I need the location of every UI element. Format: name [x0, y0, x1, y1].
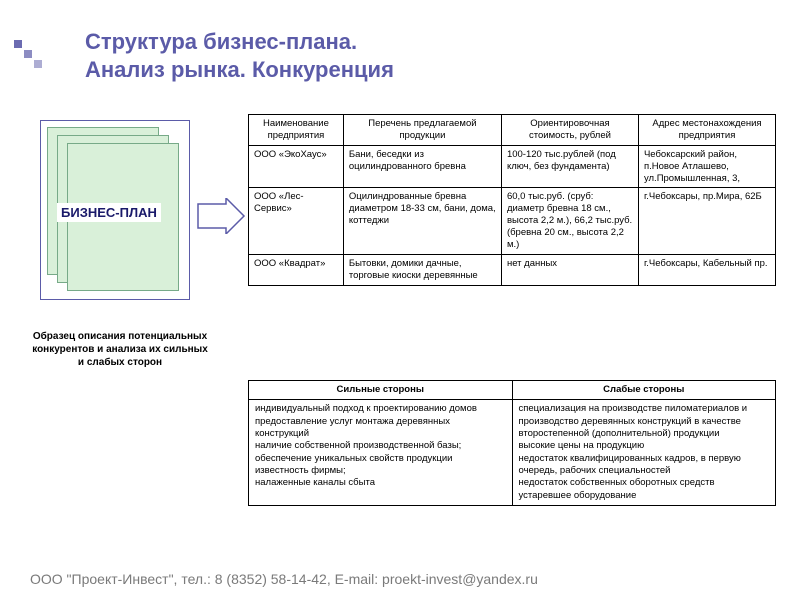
- strengths-cell: индивидуальный подход к проектированию д…: [249, 400, 513, 506]
- weaknesses-cell: специализация на производстве пиломатери…: [512, 400, 776, 506]
- competitors-table: Наименование предприятия Перечень предла…: [248, 114, 776, 286]
- cell: г.Чебоксары, Кабельный пр.: [638, 254, 775, 285]
- col-name: Наименование предприятия: [249, 115, 344, 146]
- document-stack: БИЗНЕС-ПЛАН: [40, 120, 190, 300]
- cell: ООО «ЭкоХаус»: [249, 145, 344, 188]
- cell: 100-120 тыс.рублей (под ключ, без фундам…: [501, 145, 638, 188]
- title-line1: Структура бизнес-плана.: [85, 29, 357, 54]
- left-caption: Образец описания потенциальных конкурент…: [30, 330, 210, 369]
- table-row: индивидуальный подход к проектированию д…: [249, 400, 776, 506]
- footer-contact: ООО "Проект-Инвест", тел.: 8 (8352) 58-1…: [30, 571, 770, 588]
- table-header-row: Наименование предприятия Перечень предла…: [249, 115, 776, 146]
- title-line2: Анализ рынка. Конкуренция: [85, 57, 394, 82]
- arrow-icon: [196, 198, 246, 234]
- col-products: Перечень предлагаемой продукции: [343, 115, 501, 146]
- business-plan-label: БИЗНЕС-ПЛАН: [57, 203, 161, 222]
- page-title: Структура бизнес-плана. Анализ рынка. Ко…: [85, 28, 394, 83]
- col-strengths: Сильные стороны: [249, 381, 513, 400]
- cell: ООО «Лес-Сервис»: [249, 188, 344, 254]
- cell: 60,0 тыс.руб. (сруб: диаметр бревна 18 с…: [501, 188, 638, 254]
- cell: ООО «Квадрат»: [249, 254, 344, 285]
- cell: Бани, беседки из оцилиндрованного бревна: [343, 145, 501, 188]
- cell: Бытовки, домики дачные, торговые киоски …: [343, 254, 501, 285]
- cell: г.Чебоксары, пр.Мира, 62Б: [638, 188, 775, 254]
- decor-square: [24, 50, 32, 58]
- cell: Оцилиндрованные бревна диаметром 18-33 с…: [343, 188, 501, 254]
- table-row: ООО «Лес-Сервис» Оцилиндрованные бревна …: [249, 188, 776, 254]
- col-weaknesses: Слабые стороны: [512, 381, 776, 400]
- col-address: Адрес местонахождения предприятия: [638, 115, 775, 146]
- left-column: БИЗНЕС-ПЛАН Образец описания потенциальн…: [30, 120, 210, 369]
- col-price: Ориентировочная стоимость, рублей: [501, 115, 638, 146]
- cell: Чебоксарский район, п.Новое Атлашево, ул…: [638, 145, 775, 188]
- table-header-row: Сильные стороны Слабые стороны: [249, 381, 776, 400]
- table-row: ООО «Квадрат» Бытовки, домики дачные, то…: [249, 254, 776, 285]
- cell: нет данных: [501, 254, 638, 285]
- decor-square: [14, 40, 22, 48]
- table-row: ООО «ЭкоХаус» Бани, беседки из оцилиндро…: [249, 145, 776, 188]
- swot-table: Сильные стороны Слабые стороны индивидуа…: [248, 380, 776, 506]
- decor-square: [34, 60, 42, 68]
